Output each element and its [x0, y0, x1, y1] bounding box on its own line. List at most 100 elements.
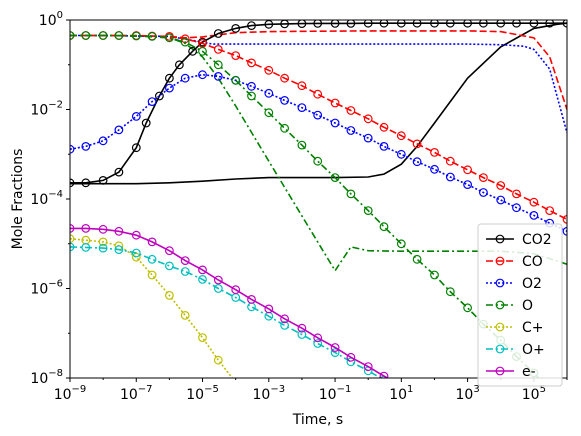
- marker-e: [247, 295, 256, 304]
- marker-o-plus: [313, 339, 323, 348]
- marker-e: [330, 343, 340, 352]
- line-o2: [70, 34, 567, 134]
- marker-co: [280, 73, 290, 83]
- marker-co2: [164, 73, 174, 83]
- marker-co: [297, 81, 307, 91]
- legend-item-o-plus: O+: [486, 342, 545, 358]
- marker-e: [264, 304, 274, 314]
- marker-o: [463, 303, 473, 313]
- marker-e: [180, 256, 190, 266]
- x-tick-label: 10−3: [253, 384, 286, 403]
- marker-o: [412, 254, 422, 264]
- marker-e: [231, 285, 241, 295]
- marker-o2: [98, 136, 108, 146]
- marker-co: [412, 139, 422, 149]
- marker-c-plus: [70, 234, 75, 244]
- marker-co2: [247, 21, 256, 31]
- marker-o2: [264, 88, 274, 98]
- legend-item-o: O: [486, 298, 533, 314]
- marker-o-plus: [131, 248, 141, 258]
- marker-o: [330, 173, 340, 183]
- marker-o: [147, 32, 157, 41]
- marker-line-e: [70, 227, 389, 378]
- marker-o: [231, 75, 241, 85]
- marker-o: [198, 46, 207, 56]
- marker-o2: [346, 126, 356, 135]
- marker-o: [164, 33, 174, 43]
- marker-e: [313, 333, 323, 343]
- marker-co2: [70, 178, 75, 188]
- marker-o: [213, 60, 223, 70]
- legend-label: e-: [522, 364, 536, 380]
- marker-co: [545, 206, 555, 216]
- marker-o: [379, 222, 389, 232]
- legend-marker: [495, 278, 505, 288]
- marker-o2: [81, 141, 91, 151]
- legend-marker: [495, 322, 505, 332]
- marker-co2: [363, 20, 373, 28]
- marker-c-plus: [164, 291, 174, 300]
- marker-o2: [131, 111, 141, 121]
- marker-o2: [180, 73, 190, 83]
- marker-o: [396, 239, 406, 249]
- marker-co2: [463, 20, 472, 28]
- marker-o2: [479, 188, 488, 197]
- legend-marker: [495, 234, 505, 244]
- axis-ticks: 10−9 10−7 10−5 10−3 10−1 101 103 105 10−8 10−6 10−…: [30, 10, 568, 403]
- marker-co2: [430, 20, 439, 28]
- marker-o: [70, 31, 75, 40]
- marker-o-plus: [164, 261, 174, 271]
- marker-line-co2: [70, 22, 567, 184]
- marker-co: [213, 45, 223, 54]
- marker-e: [98, 224, 108, 234]
- marker-co2: [396, 20, 406, 28]
- marker-o-plus: [213, 284, 223, 293]
- x-tick-label: 103: [455, 384, 479, 403]
- marker-co: [479, 173, 488, 183]
- marker-o: [114, 31, 124, 40]
- y-axis-label: Mole Fractions: [10, 149, 26, 250]
- marker-o: [81, 31, 91, 40]
- y-tick-label: 10−2: [30, 100, 63, 119]
- marker-co2: [114, 167, 124, 177]
- marker-co2: [81, 178, 91, 188]
- marker-co2: [512, 20, 521, 28]
- legend-item-co: CO: [486, 254, 543, 270]
- marker-co2: [188, 46, 198, 56]
- marker-line-co: [70, 34, 567, 221]
- marker-o: [98, 31, 108, 40]
- marker-co: [512, 189, 521, 199]
- marker-co: [346, 106, 356, 115]
- marker-co2: [141, 118, 151, 128]
- marker-o-plus: [98, 243, 108, 253]
- marker-o-plus: [198, 275, 207, 284]
- marker-o-plus: [81, 242, 91, 252]
- marker-line-o-plus: [70, 246, 383, 378]
- marker-o2: [463, 180, 473, 190]
- x-tick-label: 101: [389, 384, 413, 403]
- marker-o: [313, 156, 323, 166]
- marker-co2: [98, 175, 108, 185]
- marker-e: [379, 371, 389, 378]
- marker-co2: [545, 20, 555, 28]
- marker-o2: [147, 97, 157, 106]
- marker-co: [363, 114, 373, 124]
- marker-co: [562, 215, 567, 224]
- marker-o2: [313, 110, 323, 120]
- marker-e: [114, 226, 124, 236]
- x-tick-label: 105: [522, 384, 546, 403]
- marker-o2: [213, 71, 223, 81]
- x-tick-label: 10−5: [186, 384, 219, 403]
- marker-co: [430, 147, 439, 157]
- legend-item-co2: CO2: [486, 232, 552, 248]
- marker-o: [563, 402, 571, 410]
- marker-o: [346, 189, 356, 199]
- marker-o2: [164, 83, 174, 93]
- marker-c-plus: [147, 270, 157, 280]
- marker-o-plus: [330, 348, 340, 358]
- marker-c-plus: [213, 355, 223, 365]
- marker-o2: [297, 103, 307, 112]
- marker-e: [147, 237, 157, 247]
- marker-co2: [529, 20, 539, 28]
- marker-o: [280, 123, 290, 133]
